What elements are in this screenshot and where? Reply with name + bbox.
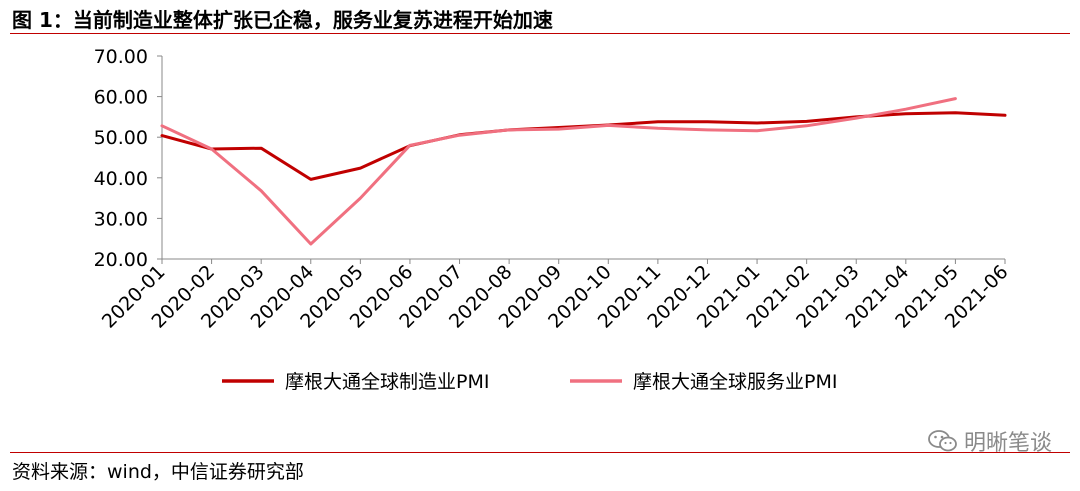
y-tick-label: 50.00 xyxy=(94,127,148,149)
source-rule xyxy=(10,452,1070,453)
watermark-text: 明晰笔谈 xyxy=(963,431,1052,456)
y-tick-label: 30.00 xyxy=(94,208,148,230)
chart-series xyxy=(160,97,1007,246)
page-title: 图 1：当前制造业整体扩张已企稳，服务业复苏进程开始加速 xyxy=(12,8,553,32)
legend-label: 摩根大通全球制造业PMI xyxy=(285,371,489,393)
y-tick-label: 60.00 xyxy=(94,87,148,109)
y-tick-label: 40.00 xyxy=(94,168,148,190)
y-tick-label: 70.00 xyxy=(94,46,148,68)
title-rule xyxy=(10,33,1070,34)
source-note: 资料来源：wind，中信证券研究部 xyxy=(12,461,304,483)
legend-label: 摩根大通全球服务业PMI xyxy=(633,371,837,393)
wechat-icon xyxy=(928,430,957,452)
series-line-manufacturing xyxy=(160,111,1007,181)
series-line-services xyxy=(160,97,957,246)
y-tick-label: 20.00 xyxy=(94,249,148,271)
chart-axes: 20.0030.0040.0050.0060.0070.002020-01202… xyxy=(94,46,1013,333)
chart-legend: 摩根大通全球制造业PMI 摩根大通全球服务业PMI xyxy=(222,371,837,393)
pmi-line-chart: 20.0030.0040.0050.0060.0070.002020-01202… xyxy=(94,46,1013,393)
watermark: 明晰笔谈 xyxy=(928,425,1052,457)
